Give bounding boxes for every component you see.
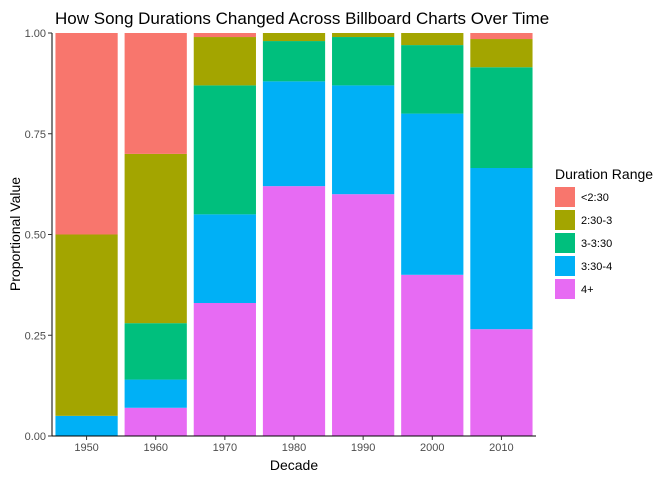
legend-label: 3:30-4 [581, 261, 612, 273]
x-tick-label: 1980 [282, 442, 306, 454]
bar-segment [55, 415, 118, 436]
bar-segment [470, 39, 533, 68]
plot-area: 0.00 0.25 0.50 0.75 1.00 1950 1960 1970 1980 1990… [25, 28, 536, 454]
x-tick-label: 1970 [213, 442, 237, 454]
legend: Duration Range <2:30 2:30-3 3-3:30 3:30-4 4+ [555, 166, 653, 299]
y-tick-label: 0.00 [25, 431, 46, 443]
x-tick-label: 1950 [74, 442, 98, 454]
bar-segment [332, 194, 395, 436]
legend-key [555, 256, 575, 276]
x-tick-label: 2000 [420, 442, 444, 454]
legend-title: Duration Range [555, 166, 653, 182]
y-tick-label: 1.00 [25, 28, 46, 40]
bar-segment [401, 45, 464, 114]
bar-segment [470, 67, 533, 168]
bar-segment [262, 81, 326, 187]
legend-label: <2:30 [581, 192, 609, 204]
x-axis-title: Decade [270, 457, 318, 473]
bar-segment [332, 33, 395, 38]
legend-label: 2:30-3 [581, 215, 612, 227]
bar-segment [124, 33, 187, 154]
bar-segment [470, 329, 533, 436]
y-tick-label: 0.50 [25, 230, 46, 242]
bar-segment [193, 33, 256, 38]
bar-segment [193, 303, 256, 436]
bar-segment [470, 168, 533, 330]
x-tick-label: 1960 [143, 442, 167, 454]
bar-segment [332, 37, 395, 86]
bar-segment [262, 186, 326, 436]
bar-segment [470, 33, 533, 40]
bar-segment [332, 85, 395, 195]
bar-segment [193, 37, 256, 86]
bar-segment [55, 33, 118, 235]
chart-title: How Song Durations Changed Across Billbo… [55, 9, 549, 28]
legend-key [555, 233, 575, 253]
bar-segment [262, 41, 326, 82]
legend-label: 3-3:30 [581, 238, 612, 250]
legend-label: 4+ [581, 284, 594, 296]
bar-segment [55, 234, 118, 416]
bar-segment [124, 379, 187, 408]
y-axis-title: Proportional Value [7, 177, 23, 291]
x-tick-label: 1990 [351, 442, 375, 454]
y-tick-label: 0.75 [25, 129, 46, 141]
bar-segment [193, 214, 256, 304]
bar-segment [401, 274, 464, 436]
bar-segment [401, 113, 464, 275]
bar-segment [124, 407, 187, 436]
x-tick-label: 2010 [489, 442, 513, 454]
bar-segment [401, 33, 464, 46]
bar-segment [262, 33, 326, 42]
bar-segment [124, 153, 187, 324]
legend-key [555, 279, 575, 299]
legend-key [555, 187, 575, 207]
legend-key [555, 210, 575, 230]
bar-segment [193, 85, 256, 215]
bar-segment [124, 323, 187, 380]
y-tick-label: 0.25 [25, 330, 46, 342]
